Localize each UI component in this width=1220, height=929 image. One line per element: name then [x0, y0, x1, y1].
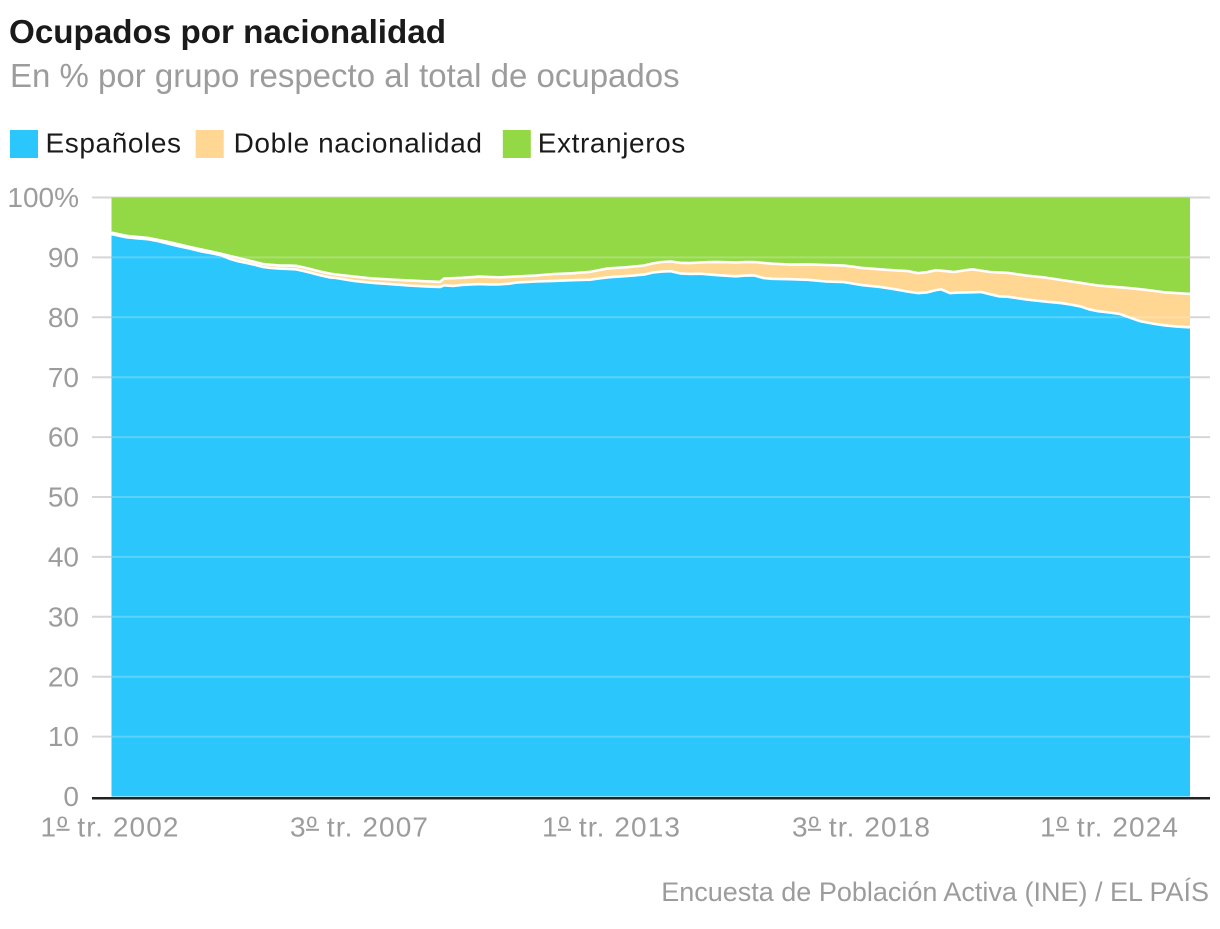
- svg-text:0: 0: [63, 781, 79, 812]
- svg-text:30: 30: [48, 601, 79, 632]
- svg-text:1º tr. 2024: 1º tr. 2024: [1040, 812, 1179, 843]
- svg-text:40: 40: [48, 542, 79, 573]
- svg-text:1º tr. 2002: 1º tr. 2002: [40, 812, 179, 843]
- svg-text:3º tr. 2018: 3º tr. 2018: [792, 812, 931, 843]
- svg-text:1º tr. 2013: 1º tr. 2013: [542, 812, 681, 843]
- svg-text:90: 90: [48, 242, 79, 273]
- svg-text:80: 80: [48, 302, 79, 333]
- svg-text:60: 60: [48, 422, 79, 453]
- svg-text:50: 50: [48, 482, 79, 513]
- svg-text:20: 20: [48, 661, 79, 692]
- svg-text:70: 70: [48, 362, 79, 393]
- svg-text:Extranjeros: Extranjeros: [538, 128, 686, 159]
- svg-text:3º tr. 2007: 3º tr. 2007: [290, 812, 429, 843]
- svg-text:100%: 100%: [7, 182, 79, 213]
- svg-text:10: 10: [48, 721, 79, 752]
- svg-text:Ocupados por nacionalidad: Ocupados por nacionalidad: [9, 14, 446, 51]
- svg-text:Doble nacionalidad: Doble nacionalidad: [234, 128, 483, 159]
- svg-text:En % por grupo respecto al tot: En % por grupo respecto al total de ocup…: [10, 57, 680, 94]
- svg-text:Españoles: Españoles: [46, 128, 182, 159]
- svg-text:Encuesta de Población Activa (: Encuesta de Población Activa (INE) / EL …: [661, 877, 1209, 907]
